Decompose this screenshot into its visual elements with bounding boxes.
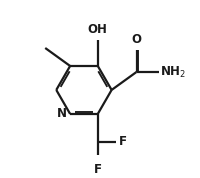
- Text: F: F: [94, 163, 102, 176]
- Text: O: O: [132, 33, 142, 46]
- Text: OH: OH: [88, 23, 108, 36]
- Text: NH$_2$: NH$_2$: [160, 64, 186, 80]
- Text: N: N: [57, 107, 67, 120]
- Text: F: F: [119, 135, 127, 148]
